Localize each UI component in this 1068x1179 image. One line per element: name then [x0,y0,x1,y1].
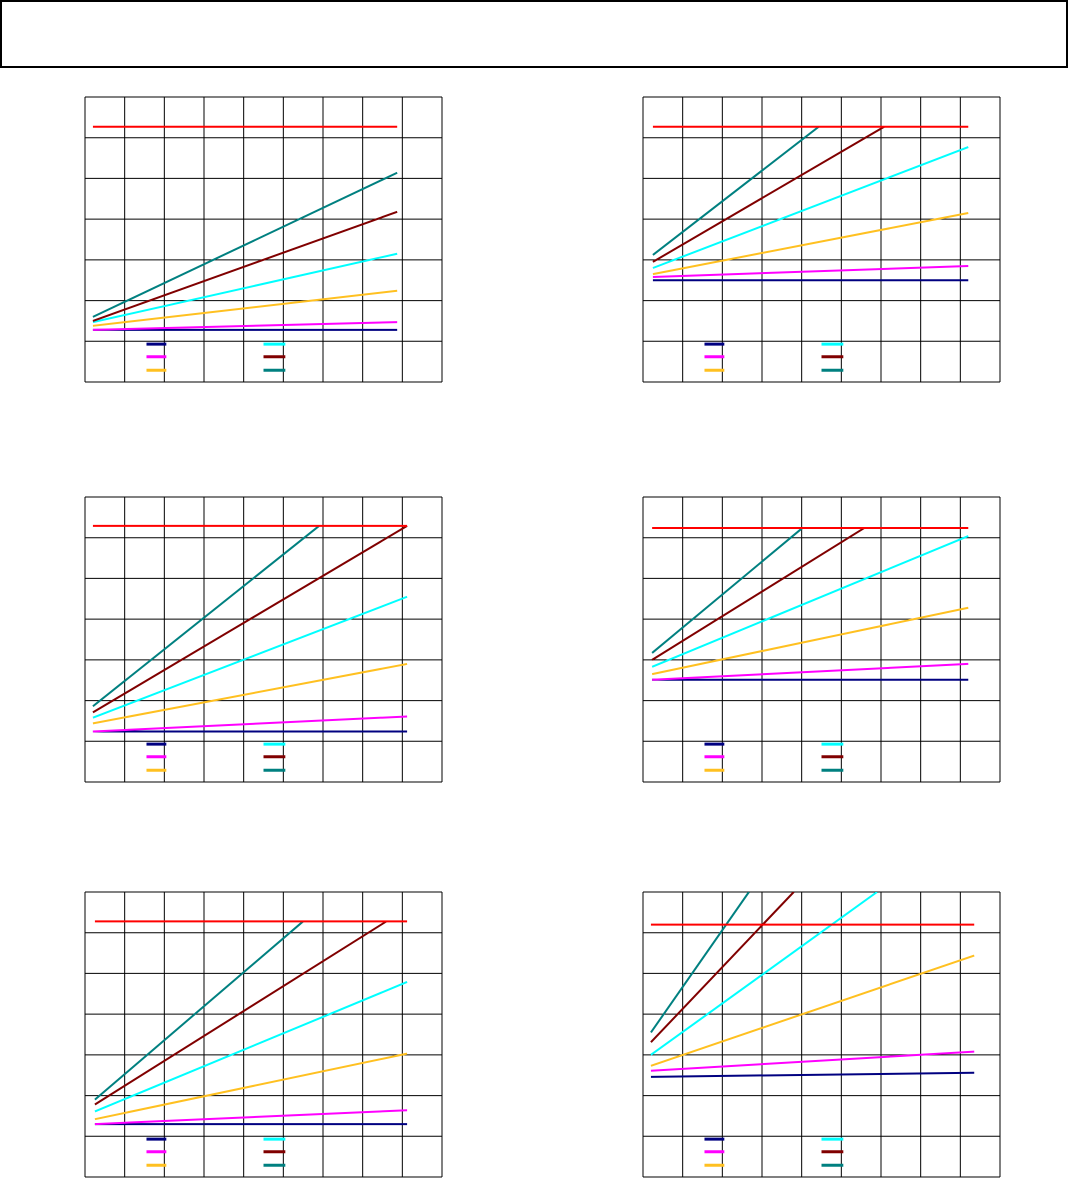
series-line [650,892,750,1034]
series-line [94,920,387,1106]
series-line [650,1071,975,1078]
series-line [92,525,408,714]
series-line [94,1109,408,1126]
series-line [652,146,969,269]
lines [92,125,398,331]
series-line [652,264,969,278]
series-line [651,527,865,661]
series-line [650,892,878,1056]
chart [642,891,1001,1178]
series-line [92,210,398,322]
series-line [92,595,408,719]
series-line [652,125,820,256]
chart [642,496,1001,783]
series-line [92,252,398,324]
series-line [92,525,320,708]
chart [642,96,1001,383]
plot-area [85,892,442,1177]
lines [92,524,408,733]
series-line [92,171,398,318]
series-line [92,321,398,331]
series-line [94,920,304,1101]
header-box [0,0,1068,68]
lines [651,526,969,681]
series-line [652,212,969,276]
series-line [92,662,408,725]
series-line [652,125,885,263]
series-line [94,981,408,1113]
series-line [651,535,969,668]
plot-area [85,497,442,782]
series-line [651,606,969,676]
chart [84,96,443,383]
series-line [650,892,795,1043]
lines [94,920,408,1126]
series-line [652,662,969,681]
series-line [94,1052,408,1121]
series-line [650,1050,975,1072]
series-line [92,289,398,327]
series-line [92,715,408,733]
chart [84,496,443,783]
series-line [651,527,804,654]
lines [652,125,969,282]
plot-area [643,97,1000,382]
lines [650,892,975,1078]
series-line [650,954,975,1067]
chart [84,891,443,1178]
plot-area [643,892,1000,1177]
plot-area [85,97,442,382]
